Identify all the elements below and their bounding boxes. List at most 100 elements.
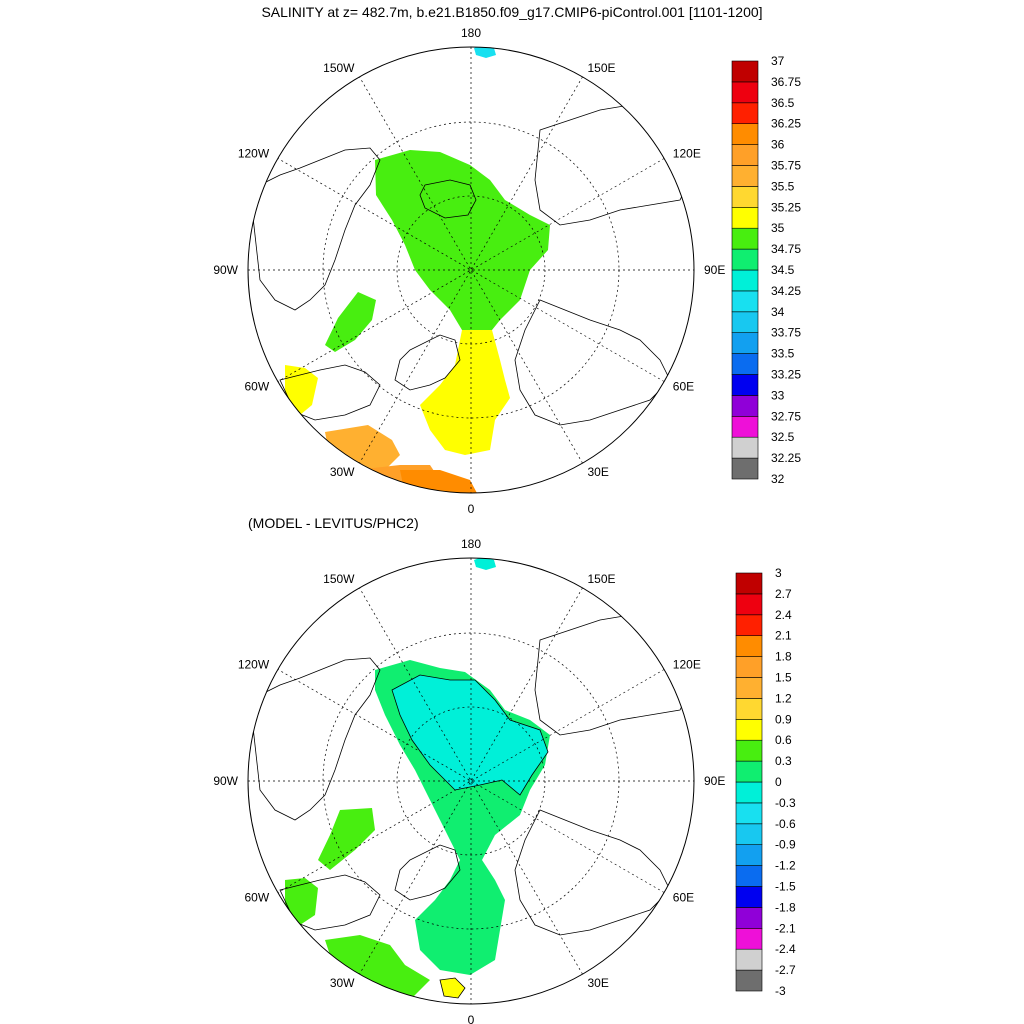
colorbar-box: [731, 207, 759, 229]
colorbar-box: [731, 269, 759, 292]
colorbar-box: [731, 186, 759, 208]
longitude-label: 90E: [704, 774, 725, 788]
colorbar-box: [731, 102, 759, 125]
longitude-label: 150E: [588, 61, 616, 75]
longitude-label: 120W: [238, 147, 270, 161]
colorbar-label: 0.3: [775, 754, 792, 768]
colorbar-box: [731, 457, 759, 480]
longitude-label: 30W: [330, 976, 355, 990]
colorbar-box: [735, 802, 763, 825]
longitude-label: 180: [461, 26, 481, 40]
region-nordic-seas: [420, 330, 510, 455]
colorbar-label: -0.9: [775, 838, 796, 852]
colorbar-label: 34.25: [771, 284, 801, 298]
colorbar-label: 32: [771, 472, 785, 486]
colorbar-label: -1.2: [775, 859, 796, 873]
region-nordic-seas: [415, 860, 505, 975]
map-border: [247, 557, 695, 1005]
colorbar-label: -2.4: [775, 942, 796, 956]
colorbar-box: [731, 374, 759, 396]
map-border: [247, 46, 695, 494]
salinity-field: [285, 47, 550, 493]
colorbar-box: [735, 760, 763, 783]
region-canadian-basin: [391, 674, 549, 796]
colorbar-label: 32.5: [771, 430, 795, 444]
colorbar-box: [731, 332, 759, 354]
colorbar-box: [735, 593, 763, 616]
colorbar-label: 32.25: [771, 451, 801, 465]
colorbar-label: 36: [771, 138, 785, 152]
longitude-label: 90E: [704, 263, 725, 277]
colorbar-label: 34.75: [771, 242, 801, 256]
colorbar-box: [731, 353, 759, 375]
colorbar-box: [735, 572, 763, 595]
colorbar-label: -1.8: [775, 900, 796, 914]
colorbar-box: [731, 165, 759, 187]
colorbar-label: 36.75: [771, 75, 801, 89]
colorbar-label: 1.5: [775, 671, 792, 685]
colorbar-label: 0.9: [775, 712, 792, 726]
coastlines: [249, 104, 691, 426]
colorbar-label: 0: [775, 775, 782, 789]
polar-map-difference: 180 150E 120E 90E 60E 30E 0 30W 60W 90W 120W 150W: [213, 537, 725, 1024]
colorbar-label: -1.5: [775, 880, 796, 894]
region-arctic-basin: [375, 150, 550, 330]
longitude-labels: 180 150E 120E 90E 60E 30E 0 30W 60W 90W 120W 150W: [213, 26, 725, 516]
longitude-label: 120W: [238, 658, 270, 672]
colorbar-box: [735, 948, 763, 971]
longitude-label: 150W: [323, 572, 355, 586]
colorbar-box: [735, 969, 763, 992]
longitude-label: 180: [461, 537, 481, 551]
colorbar-box: [731, 415, 759, 438]
colorbar-box: [735, 677, 763, 699]
colorbar-box: [735, 907, 763, 929]
longitude-label: 30E: [588, 465, 609, 479]
colorbar-label: 35.25: [771, 200, 801, 214]
region-bering-strait: [474, 558, 496, 570]
colorbar-box: [735, 635, 763, 657]
colorbar-difference: -3 -2.7 -2.4 -2.1 -1.8 -1.5 -1.2 -0.9 -0.6 -0.3 0 0…: [735, 566, 796, 998]
region-canadian-basin-center: [419, 179, 477, 219]
colorbar-label: 35.5: [771, 179, 795, 193]
longitude-label: 60E: [673, 891, 694, 905]
longitude-label: 0: [468, 502, 475, 516]
colorbar-label: 36.25: [771, 117, 801, 131]
colorbar-label: 33: [771, 388, 785, 402]
colorbar-label: 33.25: [771, 368, 801, 382]
colorbar-label: -3: [775, 984, 786, 998]
coastlines: [249, 614, 691, 936]
colorbar-box: [731, 395, 759, 417]
colorbar-label: 2.7: [775, 587, 792, 601]
colorbar-box: [735, 698, 763, 720]
colorbar-label: -0.6: [775, 817, 796, 831]
colorbar-box: [731, 311, 759, 333]
colorbar-box: [731, 60, 759, 83]
longitude-label: 90W: [213, 774, 238, 788]
colorbar-label: 36.5: [771, 96, 795, 110]
region-irminger-sea: [285, 878, 318, 925]
colorbar-label: 2.1: [775, 629, 792, 643]
colorbar-label: 34.5: [771, 263, 795, 277]
colorbar-label: -2.1: [775, 921, 796, 935]
colorbar-box: [735, 865, 763, 887]
region-north-atlantic: [325, 935, 430, 1000]
colorbar-box: [735, 927, 763, 950]
region-gulf-stream-spot: [439, 977, 466, 999]
longitude-label: 150E: [588, 572, 616, 586]
longitude-label: 90W: [213, 263, 238, 277]
colorbar-label: 35.75: [771, 159, 801, 173]
colorbar-box: [735, 844, 763, 866]
polar-map-salinity: 180 150E 120E 90E 60E 30E 0 30W 60W 90W 120W 150W: [213, 26, 725, 516]
colorbar-box: [735, 823, 763, 845]
colorbar-label: 33.75: [771, 326, 801, 340]
longitude-label: 60W: [245, 380, 270, 394]
region-labrador-sea: [285, 365, 318, 415]
colorbar-box: [731, 248, 759, 271]
colorbar-box: [735, 614, 763, 636]
colorbar-label: 2.4: [775, 608, 792, 622]
region-labrador-sea: [318, 808, 375, 870]
longitude-label: 30W: [330, 465, 355, 479]
colorbar-label: 34: [771, 305, 785, 319]
longitude-label: 150W: [323, 61, 355, 75]
